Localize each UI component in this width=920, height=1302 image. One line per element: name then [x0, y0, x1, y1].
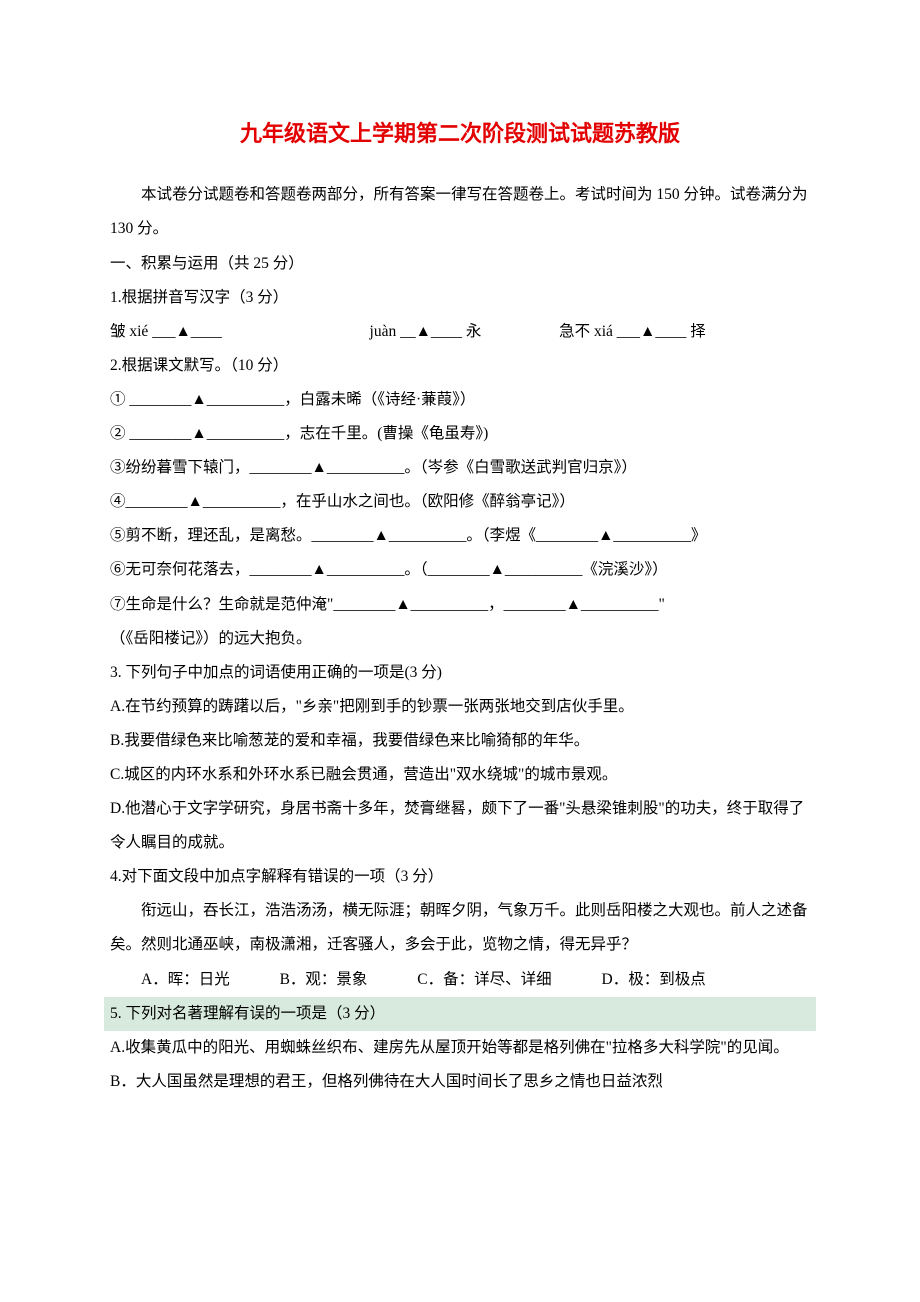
q3-d: D.他潜心于文字学研究，身居书斋十多年，焚膏继晷，颇下了一番"头悬梁锥刺股"的功…	[110, 792, 810, 860]
q1-item1-blank: ___▲____	[152, 323, 222, 340]
q2-5: ⑤剪不断，理还乱，是离愁。________▲__________。（李煜《___…	[110, 519, 810, 553]
q5-a: A.收集黄瓜中的阳光、用蜘蛛丝织布、建房先从屋顶开始等都是格列佛在"拉格多大科学…	[110, 1031, 810, 1065]
q2-7: ⑦生命是什么？生命就是范仲淹"________▲__________，_____…	[110, 588, 810, 622]
q1-item3-suf: 择	[690, 323, 706, 340]
q1-line: 皱 xié ___▲____ juàn __▲____ 永 急不 xiá ___…	[110, 315, 810, 349]
q1-item2-blank: __▲____	[400, 323, 462, 340]
intro-text: 本试卷分试题卷和答题卷两部分，所有答案一律写在答题卷上。考试时间为 150 分钟…	[110, 178, 810, 246]
q2-header: 2.根据课文默写。（10 分）	[110, 349, 810, 383]
q2-2: ② ________▲__________，志在千里。(曹操《龟虽寿》)	[110, 417, 810, 451]
q3-header: 3. 下列句子中加点的词语使用正确的一项是(3 分)	[110, 656, 810, 690]
q5-b: B．大人国虽然是理想的君王，但格列佛待在大人国时间长了思乡之情也日益浓烈	[110, 1065, 810, 1099]
q2-1: ① ________▲__________，白露未晞（《诗经·蒹葭》）	[110, 383, 810, 417]
q3-c: C.城区的内环水系和外环水系已融会贯通，营造出"双水绕城"的城市景观。	[110, 758, 810, 792]
q4-passage: 衔远山，吞长江，浩浩汤汤，横无际涯；朝晖夕阴，气象万千。此则岳阳楼之大观也。前人…	[110, 894, 810, 962]
q1-header: 1.根据拼音写汉字（3 分）	[110, 281, 810, 315]
q4-c: C．备：详尽、详细	[417, 963, 551, 997]
section1-header: 一、积累与运用（共 25 分）	[110, 247, 810, 281]
q2-7b: （《岳阳楼记》）的远大抱负。	[110, 622, 810, 656]
q1-item2-suf: 永	[466, 323, 482, 340]
page-title: 九年级语文上学期第二次阶段测试试题苏教版	[110, 110, 810, 158]
q3-a: A.在节约预算的踌躇以后，"乡亲"把刚到手的钞票一张两张地交到店伙手里。	[110, 690, 810, 724]
q1-item3-blank: ___▲____	[617, 323, 687, 340]
q2-3: ③纷纷暮雪下辕门，________▲__________。（岑参《白雪歌送武判官…	[110, 451, 810, 485]
q1-item3-pre: 急不 xiá	[559, 323, 613, 340]
q5-header: 5. 下列对名著理解有误的一项是（3 分）	[110, 1005, 385, 1022]
q1-item1-pre: 皱 xié	[110, 323, 148, 340]
q4-a: A．晖：日光	[141, 963, 230, 997]
q3-b: B.我要借绿色来比喻葱茏的爱和幸福，我要借绿色来比喻猗郁的年华。	[110, 724, 810, 758]
q4-header: 4.对下面文段中加点字解释有错误的一项（3 分）	[110, 860, 810, 894]
q4-b: B．观：景象	[280, 963, 368, 997]
q2-6: ⑥无可奈何花落去，________▲__________。（________▲_…	[110, 553, 810, 587]
q5-header-highlight: 5. 下列对名著理解有误的一项是（3 分）	[104, 997, 816, 1031]
q2-4: ④________▲__________，在乎山水之间也。（欧阳修《醉翁亭记》）	[110, 485, 810, 519]
q4-d: D．极：到极点	[602, 963, 706, 997]
q4-options: A．晖：日光 B．观：景象 C．备：详尽、详细 D．极：到极点	[110, 963, 810, 997]
q1-item2-pre: juàn	[370, 323, 397, 340]
